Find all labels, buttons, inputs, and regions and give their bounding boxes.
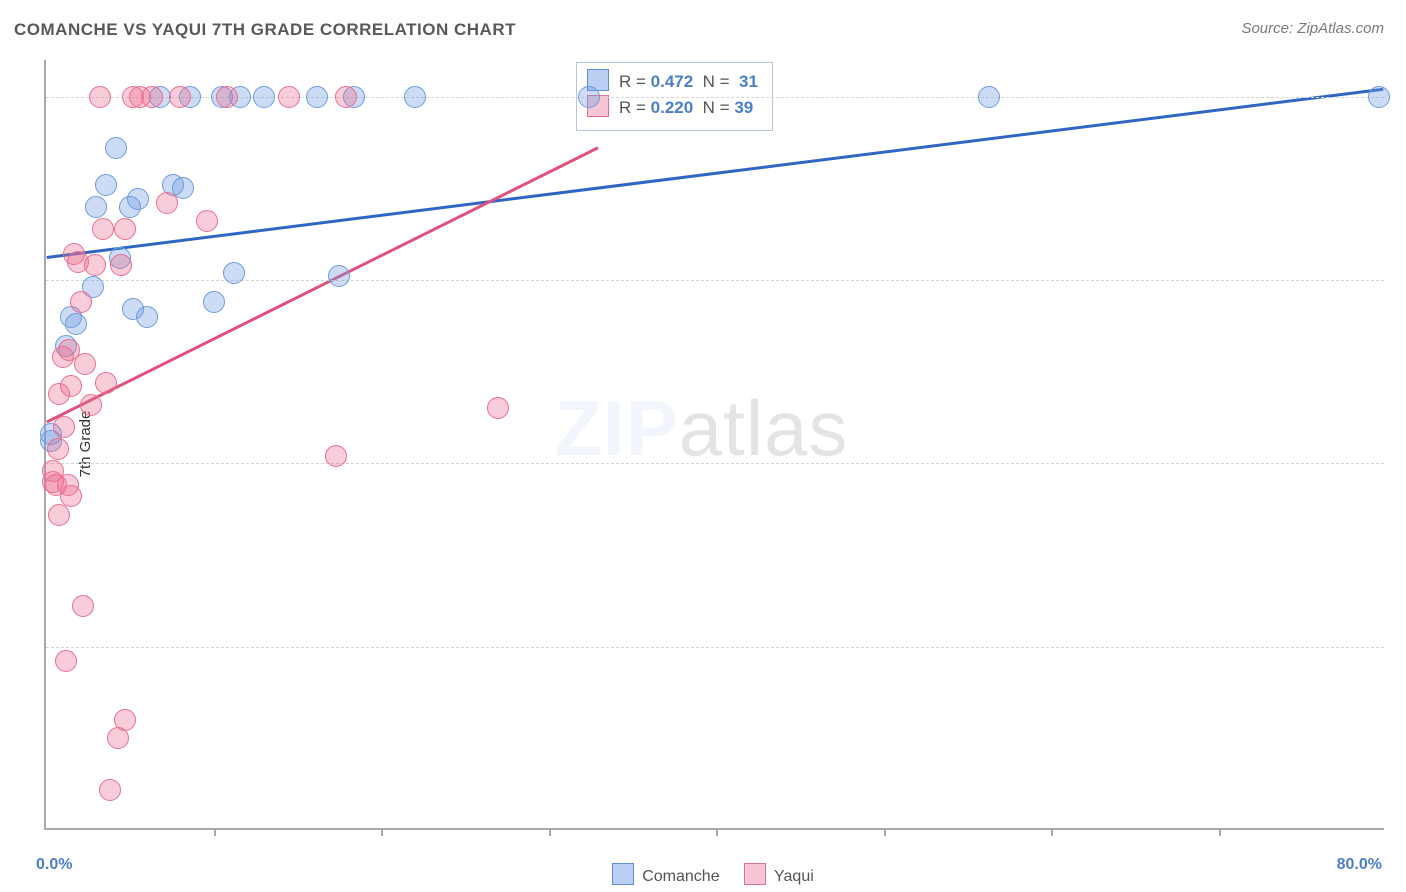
x-tick [214,828,216,836]
data-point [65,313,87,335]
data-point [325,445,347,467]
data-point [978,86,1000,108]
source-label: Source: ZipAtlas.com [1241,20,1384,37]
y-tick-label: 100.0% [1394,88,1406,105]
data-point [578,86,600,108]
data-point [85,196,107,218]
gridline [46,463,1384,464]
y-tick-label: 95.0% [1394,455,1406,472]
data-point [223,262,245,284]
plot-area: 7th Grade ZIPatlas R = 0.472 N = 31 R = … [44,60,1384,830]
gridline [46,647,1384,648]
data-point [335,86,357,108]
series-legend: Comanche Yaqui [0,863,1406,886]
data-point [328,265,350,287]
data-point [306,86,328,108]
data-point [141,86,163,108]
data-point [47,438,69,460]
y-tick-label: 97.5% [1394,272,1406,289]
data-point [72,595,94,617]
x-tick [884,828,886,836]
data-point [110,254,132,276]
data-point [136,306,158,328]
data-point [60,485,82,507]
gridline [46,280,1384,281]
data-point [53,416,75,438]
legend-row-yaqui: R = 0.220 N = 39 [587,95,758,121]
legend-swatch-yaqui [744,863,766,885]
data-point [278,86,300,108]
data-point [127,188,149,210]
data-point [404,86,426,108]
data-point [89,86,111,108]
x-tick [549,828,551,836]
data-point [105,137,127,159]
legend-row-comanche: R = 0.472 N = 31 [587,69,758,95]
data-point [92,218,114,240]
data-point [253,86,275,108]
data-point [55,650,77,672]
legend-swatch-comanche [612,863,634,885]
x-tick [1051,828,1053,836]
data-point [1368,86,1390,108]
data-point [80,394,102,416]
trend-line [47,148,598,422]
y-tick-label: 92.5% [1394,638,1406,655]
data-point [84,254,106,276]
data-point [95,372,117,394]
data-point [95,174,117,196]
data-point [114,709,136,731]
data-point [99,779,121,801]
data-point [203,291,225,313]
data-point [48,504,70,526]
chart-title: COMANCHE VS YAQUI 7TH GRADE CORRELATION … [14,20,516,40]
data-point [74,353,96,375]
data-point [70,291,92,313]
x-tick [716,828,718,836]
x-tick [1219,828,1221,836]
data-point [216,86,238,108]
data-point [169,86,191,108]
data-point [487,397,509,419]
data-point [196,210,218,232]
trend-lines [46,60,1384,828]
data-point [156,192,178,214]
data-point [114,218,136,240]
data-point [60,375,82,397]
x-tick [381,828,383,836]
